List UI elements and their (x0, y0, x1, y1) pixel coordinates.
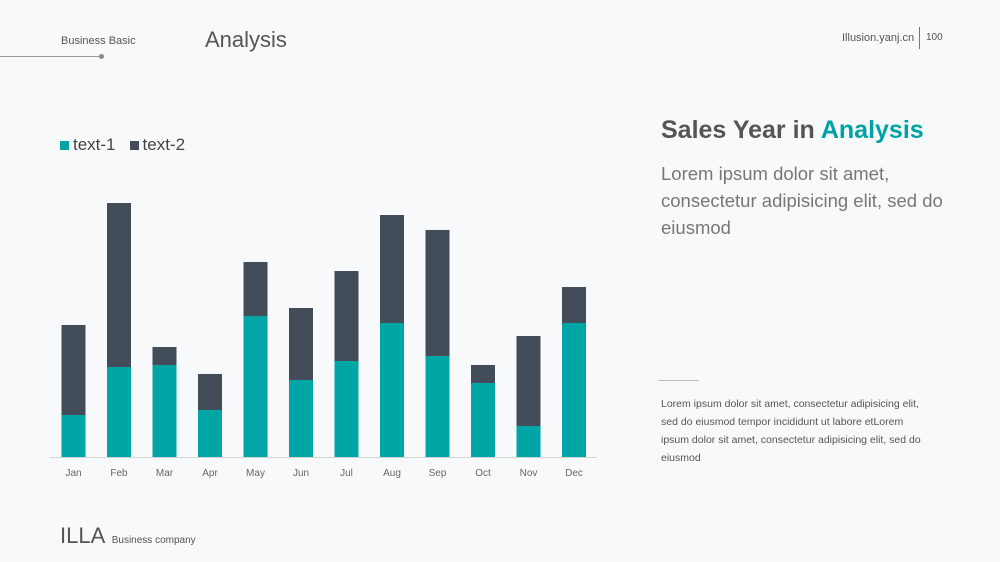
header-category-label: Business Basic (61, 35, 136, 47)
bar-oct-text-2 (471, 365, 495, 383)
x-tick-label-jan: Jan (65, 468, 81, 479)
bar-jun-text-2 (289, 308, 313, 380)
x-tick-label-dec: Dec (565, 468, 583, 479)
bar-mar-text-2 (152, 347, 177, 365)
x-tick-label-nov: Nov (520, 468, 538, 479)
bar-mar-text-1 (152, 365, 177, 457)
x-tick-label-jul: Jul (340, 468, 353, 479)
sales-subtitle: Lorem ipsum dolor sit amet, consectetur … (661, 163, 943, 238)
bar-nov-text-2 (516, 336, 541, 426)
sales-heading-main: Sales Year in (661, 116, 821, 144)
site-url: Illusion.yanj.cn (842, 32, 915, 44)
section-divider-line (658, 380, 699, 381)
footer-brand-name: ILLA (60, 523, 106, 548)
legend-swatch-text-1 (60, 140, 69, 150)
bar-may-text-1 (243, 316, 268, 457)
header-divider-line (0, 56, 102, 57)
legend-item-text-2: text-2 (129, 135, 186, 155)
bar-jul-text-2 (334, 271, 359, 361)
bar-may-text-2 (243, 262, 268, 316)
bar-apr-text-2 (198, 374, 222, 410)
bar-feb-text-1 (107, 367, 131, 457)
footer-brand-block: ILLA Business company (60, 523, 196, 549)
x-tick-label-may: May (246, 468, 265, 479)
bar-dec-text-1 (562, 323, 586, 457)
bar-sep-text-1 (425, 356, 450, 457)
legend-swatch-text-2 (129, 140, 139, 150)
chart-legend: text-1 text-2 (60, 135, 185, 155)
bar-jan-text-2 (61, 325, 86, 415)
page-number: 100 (926, 32, 943, 43)
bar-apr-text-1 (198, 410, 222, 457)
bar-aug-text-1 (380, 323, 404, 457)
bar-sep-text-2 (425, 230, 450, 356)
legend-label-text-2: text-2 (142, 135, 186, 154)
legend-item-text-1: text-1 (60, 135, 116, 155)
bar-jul-text-1 (334, 361, 359, 457)
page-title: Analysis (205, 27, 287, 52)
x-tick-label-jun: Jun (293, 468, 309, 479)
bar-dec-text-2 (562, 287, 586, 323)
bar-aug-text-2 (380, 215, 404, 323)
x-tick-label-feb: Feb (110, 468, 128, 479)
sales-heading: Sales Year in Analysis (661, 116, 924, 145)
x-tick-label-sep: Sep (429, 468, 447, 479)
bar-nov-text-1 (516, 426, 541, 457)
sales-heading-accent: Analysis (820, 116, 924, 144)
legend-label-text-1: text-1 (73, 135, 116, 154)
header-divider-dot (99, 54, 104, 59)
x-tick-label-mar: Mar (156, 468, 174, 479)
body-paragraph: Lorem ipsum dolor sit amet, consectetur … (661, 398, 921, 464)
x-tick-label-apr: Apr (202, 468, 218, 479)
x-tick-label-aug: Aug (383, 468, 401, 479)
bar-jan-text-1 (61, 415, 86, 457)
x-tick-label-oct: Oct (475, 468, 491, 479)
bar-jun-text-1 (289, 380, 313, 457)
bar-feb-text-2 (107, 203, 131, 367)
header-vertical-divider (919, 27, 920, 49)
footer-brand-tagline: Business company (111, 535, 196, 546)
bar-oct-text-1 (471, 383, 495, 457)
